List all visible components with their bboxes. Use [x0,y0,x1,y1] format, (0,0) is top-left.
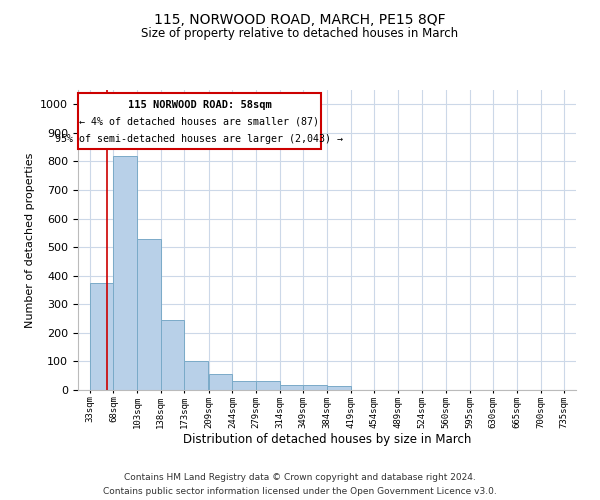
Bar [90,283,113,390]
Bar [327,386,350,390]
X-axis label: Distribution of detached houses by size in March: Distribution of detached houses by size … [183,434,471,446]
Bar [304,385,327,390]
Bar [184,362,208,390]
Text: 95% of semi-detached houses are larger (2,043) →: 95% of semi-detached houses are larger (… [55,134,343,143]
Bar [209,374,232,390]
Bar [280,385,304,390]
Text: 115, NORWOOD ROAD, MARCH, PE15 8QF: 115, NORWOOD ROAD, MARCH, PE15 8QF [154,12,446,26]
Text: ← 4% of detached houses are smaller (87): ← 4% of detached houses are smaller (87) [79,117,319,127]
Text: 115 NORWOOD ROAD: 58sqm: 115 NORWOOD ROAD: 58sqm [128,100,271,110]
Bar [161,320,184,390]
Bar [137,238,161,390]
Bar [256,382,280,390]
Text: Contains HM Land Registry data © Crown copyright and database right 2024.: Contains HM Land Registry data © Crown c… [124,473,476,482]
Text: Size of property relative to detached houses in March: Size of property relative to detached ho… [142,28,458,40]
Y-axis label: Number of detached properties: Number of detached properties [25,152,35,328]
Text: Contains public sector information licensed under the Open Government Licence v3: Contains public sector information licen… [103,486,497,496]
FancyBboxPatch shape [78,93,321,148]
Bar [113,156,137,390]
Bar [232,382,256,390]
